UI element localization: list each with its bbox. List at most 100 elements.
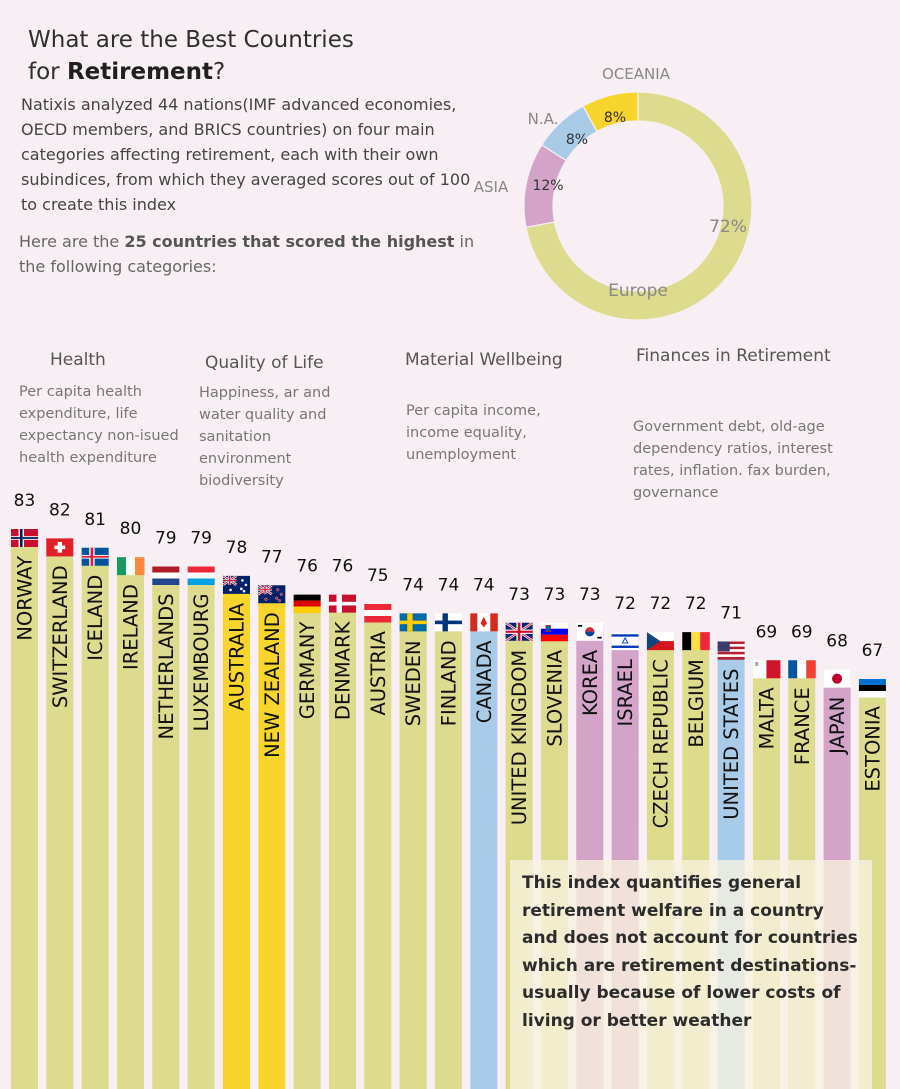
subintro-bold: 25 countries that scored the highest — [124, 232, 455, 251]
bar-value-label: 80 — [120, 519, 142, 539]
bar-category-label: AUSTRALIA — [225, 602, 248, 711]
bar-value-label: 68 — [826, 632, 848, 652]
bar-category-label: JAPAN — [826, 697, 849, 756]
bar-category-label: BELGIUM — [685, 659, 708, 748]
bar-value-label: 69 — [756, 622, 778, 642]
flag-icon-no — [11, 529, 38, 547]
bar-value-label: 73 — [508, 585, 530, 605]
bar-group-canada: 74 CANADA — [470, 575, 498, 1089]
flag-icon-nz — [257, 584, 286, 604]
category-finances-title: Finances in Retirement — [636, 346, 831, 366]
flag-icon-ch — [46, 538, 74, 557]
bar-switzerland — [46, 539, 74, 1089]
subintro-prefix: Here are the — [19, 232, 125, 251]
flag-icon-fi — [434, 613, 462, 632]
category-quality-title: Quality of Life — [205, 353, 324, 373]
bar-group-germany: 76 GERMANY — [293, 557, 321, 1089]
bar-group-austria: 75 AUSTRIA — [364, 566, 392, 1089]
flag-icon-ee — [858, 679, 886, 698]
category-health-desc: Per capita health expenditure, life expe… — [19, 384, 179, 466]
bar-category-label: NORWAY — [14, 556, 37, 641]
bar-group-australia: 78 AUSTRALIA — [222, 538, 250, 1089]
bar-value-label: 71 — [720, 604, 742, 624]
bar-value-label: 74 — [473, 575, 495, 595]
bar-sweden — [399, 614, 427, 1089]
bar-value-label: 77 — [261, 547, 283, 567]
title-line1: What are the Best Countries — [28, 27, 354, 53]
category-quality-desc: Happiness, ar and water quality and sani… — [199, 385, 331, 489]
flag-icon-au — [222, 574, 250, 594]
flag-icon-ca — [470, 613, 498, 632]
bar-group-switzerland: 82 SWITZERLAND — [46, 500, 74, 1089]
region-donut-chart: Europe 72% ASIA 12% N.A. 8% OCEANIA 8% — [474, 65, 753, 321]
bar-group-netherlands: 79 NETHERLANDS — [152, 529, 180, 1089]
bar-category-label: UNITED STATES — [720, 669, 743, 820]
bar-category-label: UNITED KINGDOM — [508, 650, 531, 825]
bar-germany — [293, 595, 321, 1089]
bar-category-label: CANADA — [473, 640, 496, 724]
bar-value-label: 83 — [14, 491, 36, 511]
bar-group-ireland: 80 IRELAND — [116, 519, 145, 1089]
flag-icon-be — [682, 632, 710, 651]
bar-group-luxembourg: 79 LUXEMBOURG — [187, 529, 215, 1089]
donut-label-asia: ASIA — [474, 178, 509, 196]
bar-value-label: 72 — [614, 594, 636, 614]
flag-icon-mt — [752, 660, 781, 679]
bar-norway — [11, 530, 38, 1089]
bar-iceland — [81, 548, 109, 1089]
donut-value-asia: 12% — [532, 178, 563, 194]
bar-value-label: 82 — [49, 500, 71, 520]
bar-value-label: 69 — [791, 622, 813, 642]
flag-icon-il — [611, 632, 639, 651]
bar-canada — [470, 614, 498, 1089]
title-line2-suffix: ? — [213, 59, 226, 85]
title-line2-bold: Retirement — [66, 59, 214, 85]
bar-luxembourg — [187, 567, 215, 1089]
bar-category-label: NETHERLANDS — [155, 594, 178, 740]
bar-group-iceland: 81 ICELAND — [81, 510, 109, 1089]
bar-finland — [434, 614, 462, 1089]
bar-category-label: SLOVENIA — [543, 649, 566, 747]
bar-category-label: AUSTRIA — [367, 630, 390, 715]
flag-icon-lu — [187, 566, 215, 585]
donut-value-north-america: 8% — [566, 132, 588, 148]
bar-netherlands — [152, 567, 180, 1089]
bar-group-denmark: 76 DENMARK — [328, 557, 356, 1089]
bar-value-label: 78 — [226, 538, 248, 558]
flag-icon-at — [364, 604, 392, 623]
bar-group-new-zealand: 77 NEW ZEALAND — [257, 547, 286, 1089]
bar-category-label: KOREA — [579, 649, 602, 716]
bar-ireland — [116, 558, 144, 1089]
bar-category-label: LUXEMBOURG — [190, 594, 213, 732]
bar-group-sweden: 74 SWEDEN — [399, 575, 427, 1089]
bar-value-label: 73 — [579, 585, 601, 605]
donut-slice-oceania — [582, 91, 639, 133]
bar-category-label: ISRAEL — [614, 659, 637, 727]
flag-icon-us — [717, 641, 745, 660]
bar-group-norway: 83 NORWAY — [11, 491, 38, 1089]
bar-category-label: ICELAND — [84, 575, 107, 661]
bar-category-label: GERMANY — [296, 622, 319, 720]
subintro-suffix: in the following categories: — [19, 232, 475, 276]
bar-austria — [364, 605, 392, 1089]
flag-icon-is — [81, 547, 109, 566]
donut-label-europe: Europe — [608, 281, 668, 301]
bar-category-label: ESTONIA — [861, 705, 884, 791]
bar-category-label: SWITZERLAND — [49, 565, 72, 708]
bar-value-label: 79 — [155, 529, 177, 549]
category-material-desc: Per capita income, income equality, unem… — [406, 403, 541, 463]
donut-slice-europe — [525, 91, 753, 321]
bar-denmark — [328, 595, 356, 1089]
bar-category-label: FINLAND — [437, 640, 460, 726]
bar-value-label: 74 — [438, 575, 460, 595]
subintro-text: Here are the 25 countries that scored th… — [19, 229, 489, 279]
bar-category-label: DENMARK — [331, 620, 354, 720]
bar-category-label: CZECH REPUBLIC — [649, 659, 672, 828]
bar-value-label: 73 — [544, 585, 566, 605]
bar-category-label: FRANCE — [791, 687, 814, 765]
category-finances-desc: Government debt, old-age dependency rati… — [633, 419, 833, 501]
flag-icon-jp — [823, 669, 851, 688]
bar-value-label: 79 — [190, 529, 212, 549]
flag-icon-gb — [504, 621, 534, 642]
flag-icon-de — [293, 594, 321, 614]
